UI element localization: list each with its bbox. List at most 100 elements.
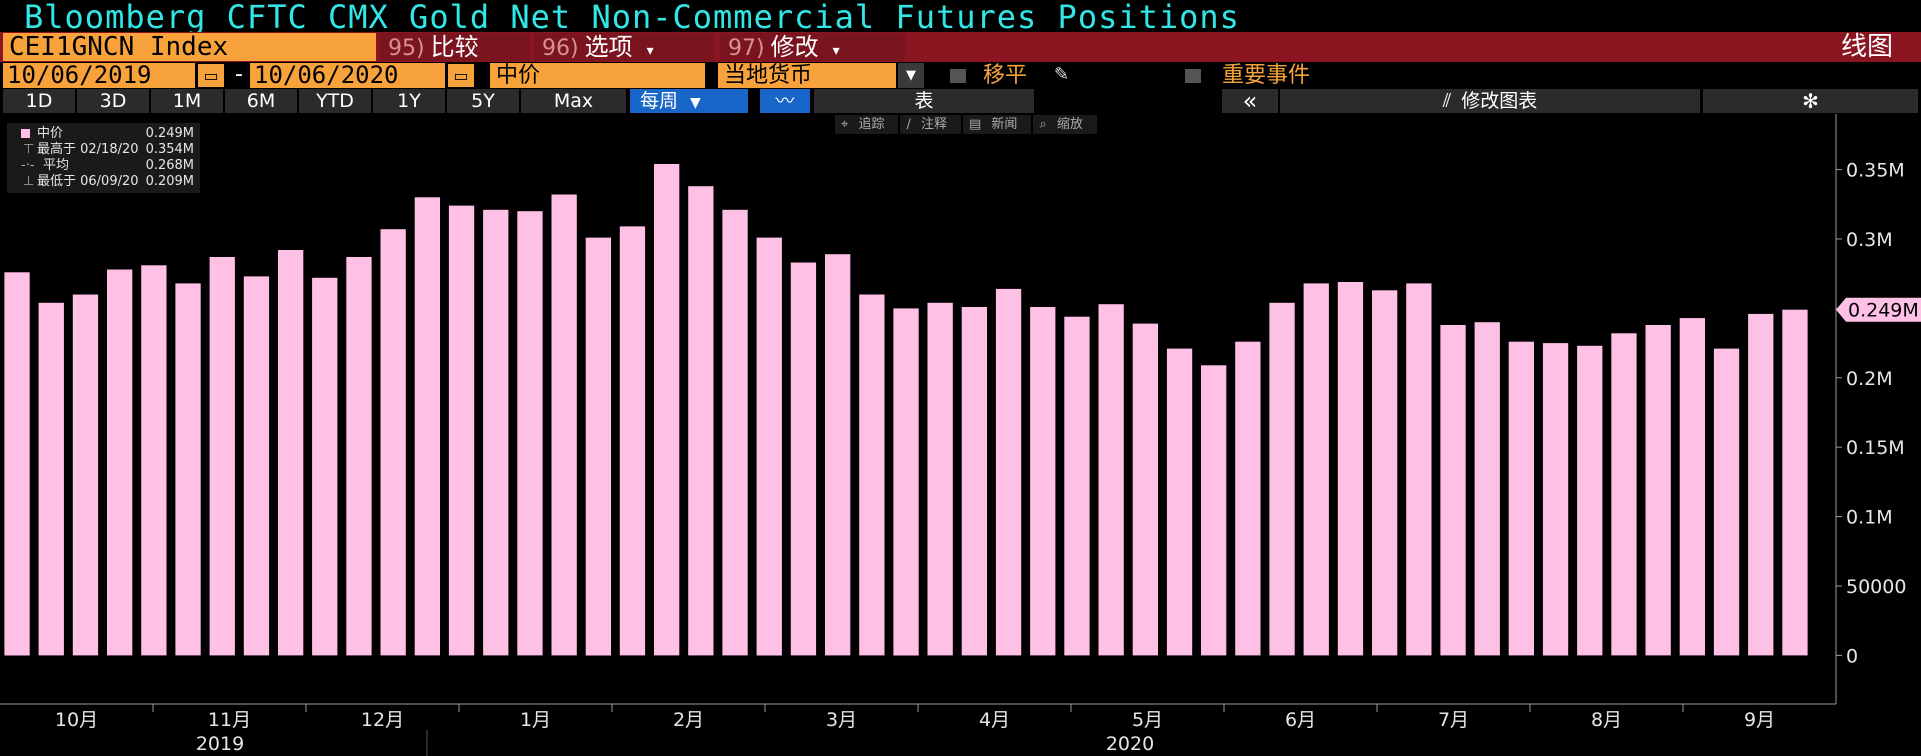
range-button-6m[interactable]: 6M xyxy=(225,89,297,113)
compare-button[interactable]: 95) 比较 xyxy=(380,33,530,61)
track-tool[interactable]: ⌖ 追踪 xyxy=(835,115,899,134)
year-label: 2019 xyxy=(196,733,244,755)
x-tick-label: 7月 xyxy=(1438,709,1469,731)
data-bar xyxy=(72,294,99,656)
events-checkbox[interactable] xyxy=(1185,69,1201,83)
data-bar xyxy=(517,211,543,656)
data-bar xyxy=(1166,348,1193,656)
last-value-label: 0.249M xyxy=(1848,300,1919,322)
data-bar xyxy=(1611,333,1637,656)
data-bar xyxy=(1577,345,1603,656)
chart-toolbar: ⌖ 追踪 ∕ 注释 ▤ 新闻 ⌕ 缩放 xyxy=(835,115,1099,134)
start-date-input[interactable]: 10/06/2019 xyxy=(3,63,195,88)
x-tick-label: 5月 xyxy=(1132,709,1163,731)
chevron-down-icon: ▾ xyxy=(832,43,840,59)
data-bar xyxy=(1269,302,1295,656)
gear-icon[interactable]: ✻ xyxy=(1703,89,1918,113)
legend-swatch xyxy=(21,129,30,138)
tool-label: 注释 xyxy=(914,115,953,134)
collapse-button[interactable]: « xyxy=(1222,89,1278,113)
range-button-1m[interactable]: 1M xyxy=(151,89,223,113)
edit-chart-button[interactable]: ⫽ 修改图表 xyxy=(1280,89,1700,113)
data-bar xyxy=(1337,282,1364,656)
data-bar xyxy=(859,294,885,656)
smooth-label: 移平 xyxy=(983,63,1028,88)
data-bar xyxy=(1030,307,1056,656)
pencil-icon: ✎ xyxy=(1054,64,1070,85)
data-bar xyxy=(414,197,440,656)
range-button-1y[interactable]: 1Y xyxy=(373,89,445,113)
tool-label: 新闻 xyxy=(985,115,1024,134)
data-bar xyxy=(654,164,680,656)
y-tick-label: 50000 xyxy=(1846,576,1906,598)
data-bar xyxy=(1235,341,1261,656)
modify-button[interactable]: 97) 修改 ▾ xyxy=(720,33,905,61)
data-bar xyxy=(927,302,953,656)
period-label: 每周 xyxy=(640,90,679,112)
zoom-tool[interactable]: ⌕ 缩放 xyxy=(1033,115,1097,134)
x-tick-label: 2月 xyxy=(673,709,704,731)
y-tick-label: 0.3M xyxy=(1846,229,1893,251)
data-bar xyxy=(1679,318,1705,656)
data-bar xyxy=(825,254,851,656)
data-bar xyxy=(1372,290,1398,656)
x-tick-label: 10月 xyxy=(55,709,98,731)
data-bar xyxy=(1064,316,1090,656)
data-bar xyxy=(175,283,201,656)
menu-number: 96) xyxy=(542,36,579,61)
range-button-max[interactable]: Max xyxy=(521,89,626,113)
data-bar xyxy=(1474,322,1500,656)
chart-edit-icon: ⫽ xyxy=(1442,90,1452,112)
ticker-field[interactable]: CEI1GNCN Index xyxy=(3,33,376,61)
news-tool[interactable]: ▤ 新闻 xyxy=(963,115,1032,134)
options-button[interactable]: 96) 选项 ▾ xyxy=(534,33,714,61)
line-chart-icon[interactable]: 〰 xyxy=(760,89,810,113)
y-tick-label: 0 xyxy=(1846,645,1858,667)
chart-mode-label[interactable]: 线图 xyxy=(1840,32,1893,62)
field-select[interactable]: 中价 xyxy=(490,63,705,88)
data-bar xyxy=(209,257,235,656)
x-tick-label: 4月 xyxy=(979,709,1010,731)
data-bar xyxy=(585,237,611,656)
data-bar xyxy=(1098,304,1124,656)
range-button-5y[interactable]: 5Y xyxy=(447,89,519,113)
legend-label: 最低于 06/09/20 xyxy=(37,174,139,189)
menu-number: 95) xyxy=(388,36,425,61)
range-button-ytd[interactable]: YTD xyxy=(299,89,371,113)
legend-value: 0.354M xyxy=(145,142,194,157)
legend-value: 0.249M xyxy=(145,126,194,141)
table-button[interactable]: 表 xyxy=(814,89,1034,113)
data-bar xyxy=(1782,309,1808,656)
data-bar xyxy=(961,307,987,656)
tool-label: 追踪 xyxy=(852,115,891,134)
calendar-icon[interactable]: ▭ xyxy=(448,64,474,87)
data-bar xyxy=(380,229,406,656)
annotate-tool[interactable]: ∕ 注释 xyxy=(900,115,961,134)
high-icon: ⊤ xyxy=(23,142,35,157)
data-bar xyxy=(1406,283,1432,656)
data-bar xyxy=(4,272,30,656)
triangle-down-icon: ▼ xyxy=(690,95,701,111)
end-date-input[interactable]: 10/06/2020 xyxy=(250,63,445,88)
x-tick-label: 3月 xyxy=(826,709,857,731)
data-bar xyxy=(141,265,167,656)
currency-select[interactable]: 当地货币 xyxy=(718,63,896,88)
x-tick-label: 9月 xyxy=(1744,709,1775,731)
smooth-checkbox[interactable] xyxy=(950,69,966,83)
data-bar xyxy=(346,257,372,656)
data-bar xyxy=(1440,325,1466,656)
data-bar xyxy=(995,288,1022,656)
data-bar xyxy=(551,194,577,656)
calendar-icon[interactable]: ▭ xyxy=(198,64,224,87)
range-button-1d[interactable]: 1D xyxy=(3,89,75,113)
y-tick-label: 0.15M xyxy=(1846,437,1905,459)
chevron-down-icon[interactable]: ▼ xyxy=(898,63,924,88)
range-button-3d[interactable]: 3D xyxy=(77,89,149,113)
x-tick-label: 8月 xyxy=(1591,709,1622,731)
x-tick-label: 6月 xyxy=(1285,709,1316,731)
data-bar xyxy=(790,262,817,656)
period-select[interactable]: 每周 ▼ xyxy=(630,89,748,113)
x-tick-label: 12月 xyxy=(361,709,404,731)
data-bar xyxy=(1201,365,1227,656)
data-bar xyxy=(893,308,919,656)
